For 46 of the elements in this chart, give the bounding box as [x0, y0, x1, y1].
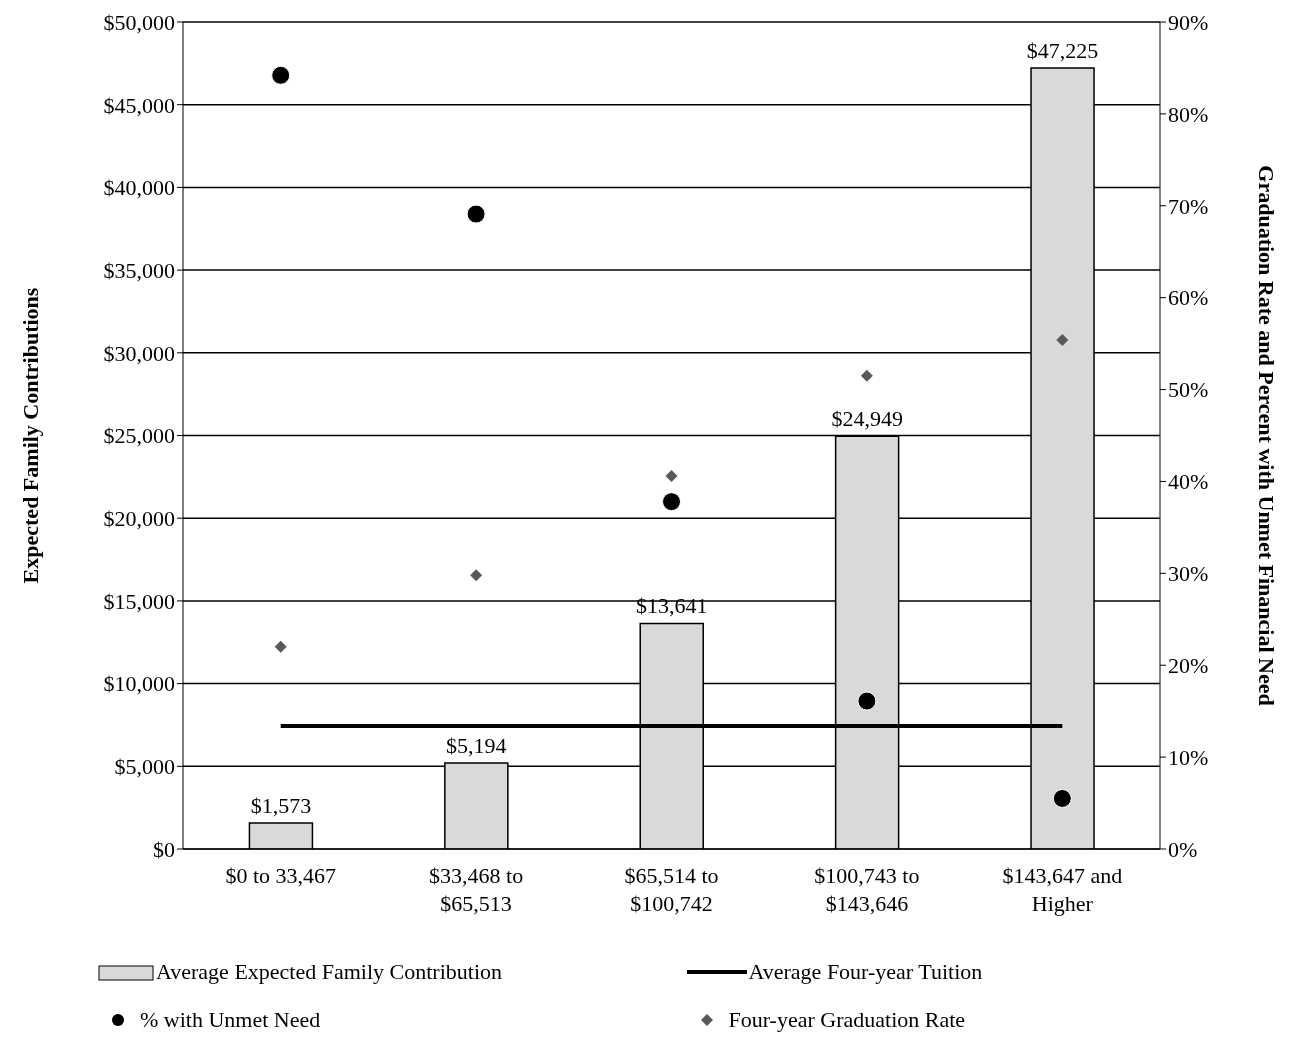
y-tick-label: $10,000 [103, 671, 175, 697]
point [665, 469, 678, 482]
y-tick-label: $20,000 [103, 506, 175, 532]
y-tick-label: $5,000 [114, 754, 175, 780]
data-label: $5,194 [446, 733, 507, 759]
y2-tick-label: 20% [1168, 653, 1209, 679]
y-tick-label: $15,000 [103, 588, 175, 614]
y2-tick-label: 90% [1168, 9, 1209, 35]
x-tick-label: $100,743 to $143,646 [814, 863, 920, 916]
y2-tick-label: 30% [1168, 561, 1209, 587]
point [274, 640, 287, 653]
y2-tick-label: 50% [1168, 377, 1209, 403]
point [271, 65, 291, 85]
point [470, 569, 483, 582]
y-tick-label: $40,000 [103, 175, 175, 201]
y2-tick-label: 0% [1168, 836, 1198, 862]
y2-tick-label: 80% [1168, 101, 1209, 127]
point [860, 369, 873, 382]
x-tick-label: $33,468 to $65,513 [429, 863, 524, 916]
x-tick-label: $0 to 33,467 [225, 863, 337, 888]
point [1056, 333, 1069, 346]
x-tick-label: $143,647 and Higher [1002, 863, 1123, 916]
point [857, 691, 877, 711]
y2-axis-title: Graduation Rate and Percent with Unmet Financial Need [1254, 165, 1280, 706]
y2-tick-label: 40% [1168, 469, 1209, 495]
y-tick-label: $25,000 [103, 423, 175, 449]
legend-label: % with Unmet Need [140, 1007, 321, 1033]
y-tick-label: $30,000 [103, 340, 175, 366]
x-tick-label: $65,514 to $100,742 [624, 863, 719, 916]
y-axis-title: Expected Family Contributions [17, 287, 43, 584]
y-tick-label: $0 [153, 836, 175, 862]
y2-tick-label: 70% [1168, 193, 1209, 219]
y2-tick-label: 60% [1168, 285, 1209, 311]
legend-label: Four-year Graduation Rate [728, 1007, 966, 1033]
y-tick-label: $45,000 [103, 92, 175, 118]
y-tick-label: $50,000 [103, 9, 175, 35]
point [1052, 788, 1072, 808]
y-tick-label: $35,000 [103, 257, 175, 283]
y2-tick-label: 10% [1168, 744, 1209, 770]
point [466, 204, 486, 224]
data-label: $1,573 [250, 792, 312, 818]
legend-label: Average Four-year Tuition [748, 959, 983, 985]
point [662, 492, 681, 512]
data-label: $24,949 [831, 406, 903, 432]
legend-label: Average Expected Family Contribution [156, 959, 503, 985]
data-label: $47,225 [1026, 37, 1099, 63]
